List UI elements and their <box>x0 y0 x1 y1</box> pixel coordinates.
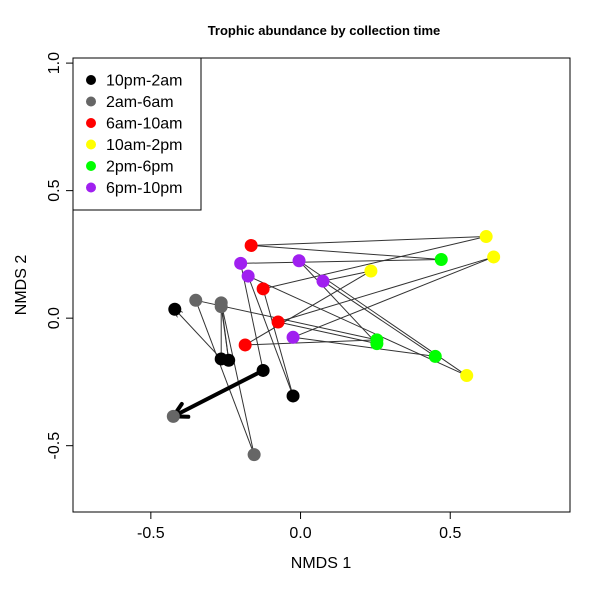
data-point <box>487 250 501 264</box>
data-point <box>256 363 270 377</box>
trajectory-segment <box>263 236 487 290</box>
trajectory-segment <box>298 260 378 345</box>
legend-label: 2am-6am <box>106 94 174 111</box>
y-axis: -0.5 0.0 0.5 1.0 <box>46 52 73 460</box>
y-tick-label: 0.5 <box>46 179 63 201</box>
trajectory-segment <box>292 336 436 357</box>
legend-swatch <box>86 182 96 193</box>
legend-label: 2pm-6pm <box>106 159 174 176</box>
data-point <box>241 269 255 283</box>
legend-label: 10pm-2am <box>106 73 182 90</box>
trajectory-segment <box>262 288 294 397</box>
trajectory-segment <box>322 280 436 357</box>
chart-title: Trophic abundance by collection time <box>208 23 441 38</box>
trajectory-segment <box>292 256 494 338</box>
plot-frame <box>72 57 571 513</box>
data-point <box>166 409 180 423</box>
data-point <box>234 256 248 270</box>
legend-swatch <box>86 96 96 107</box>
trajectory-segment <box>247 275 294 397</box>
data-point <box>428 349 442 363</box>
y-tick-label: 0.0 <box>46 307 63 329</box>
x-tick-label: 0.0 <box>289 525 311 542</box>
data-point <box>479 230 493 244</box>
legend-swatch <box>86 118 96 128</box>
trajectory-segment <box>220 306 230 361</box>
data-point <box>244 238 258 252</box>
y-tick-label: 1.0 <box>46 52 63 74</box>
trajectory-segment <box>245 339 377 346</box>
x-axis: -0.5 0.0 0.5 <box>137 512 461 542</box>
data-point <box>434 252 448 266</box>
legend-swatch <box>86 139 96 150</box>
data-point <box>222 353 236 367</box>
trajectory-lines <box>173 236 494 455</box>
trajectory-segment <box>244 270 372 346</box>
trajectory-segment <box>322 270 372 282</box>
data-point <box>256 282 270 296</box>
legend-label: 6am-10am <box>106 116 182 133</box>
data-point <box>370 337 384 351</box>
data-point <box>286 389 300 403</box>
data-point <box>271 315 285 329</box>
data-point <box>364 264 378 278</box>
legend-swatch <box>86 75 96 85</box>
highlight-arrow-shaft <box>171 368 266 419</box>
y-tick-label: -0.5 <box>46 432 63 460</box>
trajectory-segment <box>175 309 222 360</box>
legend-label: 6pm-10pm <box>106 180 182 197</box>
data-point <box>189 293 203 307</box>
data-point <box>286 330 300 344</box>
data-point <box>168 302 182 316</box>
data-point <box>460 369 474 383</box>
data-points <box>166 230 501 462</box>
highlight-arrow <box>171 368 266 419</box>
trajectory-segment <box>251 244 442 260</box>
trajectory-segment <box>195 300 255 455</box>
x-axis-title: NMDS 1 <box>291 555 352 572</box>
trajectory-segment <box>220 302 255 455</box>
x-tick-label: -0.5 <box>137 525 165 542</box>
data-point <box>292 254 306 268</box>
trajectory-segment <box>277 256 494 323</box>
data-point <box>214 300 228 314</box>
legend-swatch <box>86 161 96 171</box>
x-tick-label: 0.5 <box>439 525 461 542</box>
trajectory-segment <box>251 236 487 246</box>
data-point <box>247 448 261 462</box>
y-axis-title: NMDS 2 <box>13 255 30 316</box>
legend: 10pm-2am 2am-6am 6am-10am 10am-2pm 2pm-6pm 6p… <box>72 57 202 211</box>
legend-label: 10am-2pm <box>106 137 182 154</box>
data-point <box>316 274 330 288</box>
trajectory-segment <box>240 258 442 264</box>
data-point <box>238 338 252 352</box>
